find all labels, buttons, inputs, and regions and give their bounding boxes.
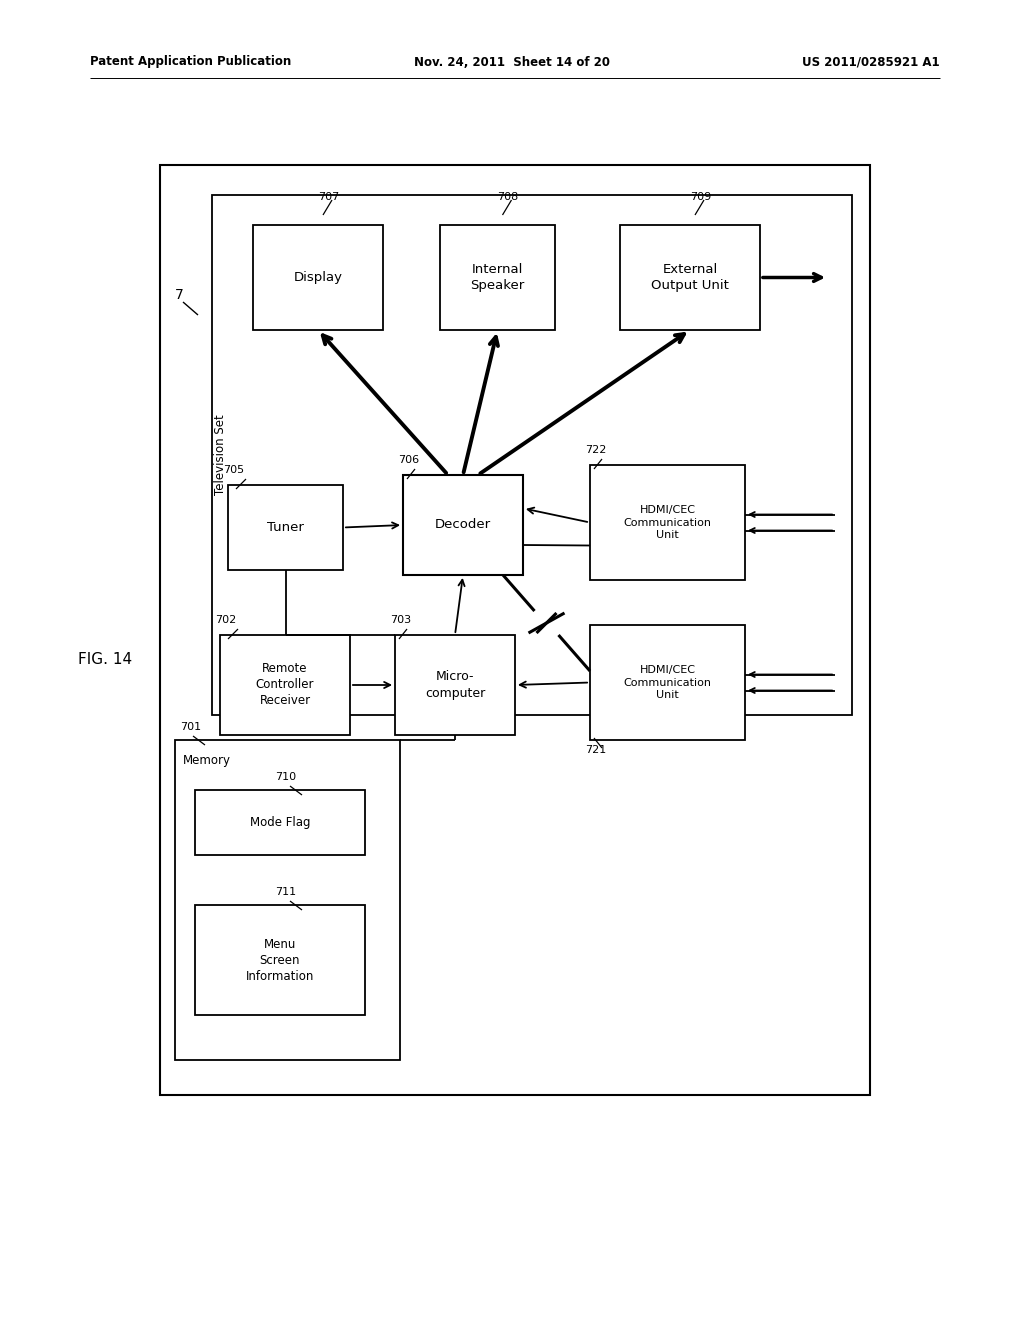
Text: 7: 7 — [175, 288, 183, 302]
Text: 707: 707 — [318, 191, 339, 202]
Bar — [253, 224, 383, 330]
Text: 702: 702 — [215, 615, 237, 624]
Text: Patent Application Publication: Patent Application Publication — [90, 55, 291, 69]
Text: HDMI/CEC
Communication
Unit: HDMI/CEC Communication Unit — [624, 506, 712, 540]
Text: Tuner: Tuner — [267, 521, 304, 535]
Text: 708: 708 — [498, 191, 519, 202]
Text: 722: 722 — [585, 445, 606, 455]
Bar — [403, 475, 523, 576]
Bar — [195, 906, 365, 1015]
Bar — [228, 484, 343, 570]
Text: HDMI/CEC
Communication
Unit: HDMI/CEC Communication Unit — [624, 665, 712, 700]
Text: 705: 705 — [223, 465, 244, 475]
Text: Display: Display — [294, 271, 342, 284]
Text: Mode Flag: Mode Flag — [250, 816, 310, 829]
Bar — [620, 224, 760, 330]
Bar — [212, 195, 852, 715]
Text: US 2011/0285921 A1: US 2011/0285921 A1 — [803, 55, 940, 69]
Text: 701: 701 — [180, 722, 201, 733]
Text: 711: 711 — [275, 887, 296, 898]
Text: Remote
Controller
Receiver: Remote Controller Receiver — [256, 663, 314, 708]
Text: Television Set: Television Set — [213, 414, 226, 495]
Text: 709: 709 — [690, 191, 712, 202]
Text: Internal
Speaker: Internal Speaker — [470, 263, 524, 292]
Bar — [195, 789, 365, 855]
Text: 710: 710 — [275, 772, 296, 781]
Bar — [395, 635, 515, 735]
Text: Nov. 24, 2011  Sheet 14 of 20: Nov. 24, 2011 Sheet 14 of 20 — [414, 55, 610, 69]
Bar — [175, 741, 400, 1060]
Text: 703: 703 — [390, 615, 411, 624]
Text: External
Output Unit: External Output Unit — [651, 263, 729, 292]
Bar — [160, 165, 870, 1096]
Bar — [220, 635, 350, 735]
Text: 706: 706 — [398, 455, 419, 465]
Text: Memory: Memory — [183, 754, 231, 767]
Bar — [440, 224, 555, 330]
Text: Micro-
computer: Micro- computer — [425, 671, 485, 700]
Text: FIG. 14: FIG. 14 — [78, 652, 132, 668]
Text: Menu
Screen
Information: Menu Screen Information — [246, 937, 314, 982]
Bar — [590, 465, 745, 579]
Bar — [590, 624, 745, 741]
Text: 721: 721 — [585, 744, 606, 755]
Text: Decoder: Decoder — [435, 519, 492, 532]
